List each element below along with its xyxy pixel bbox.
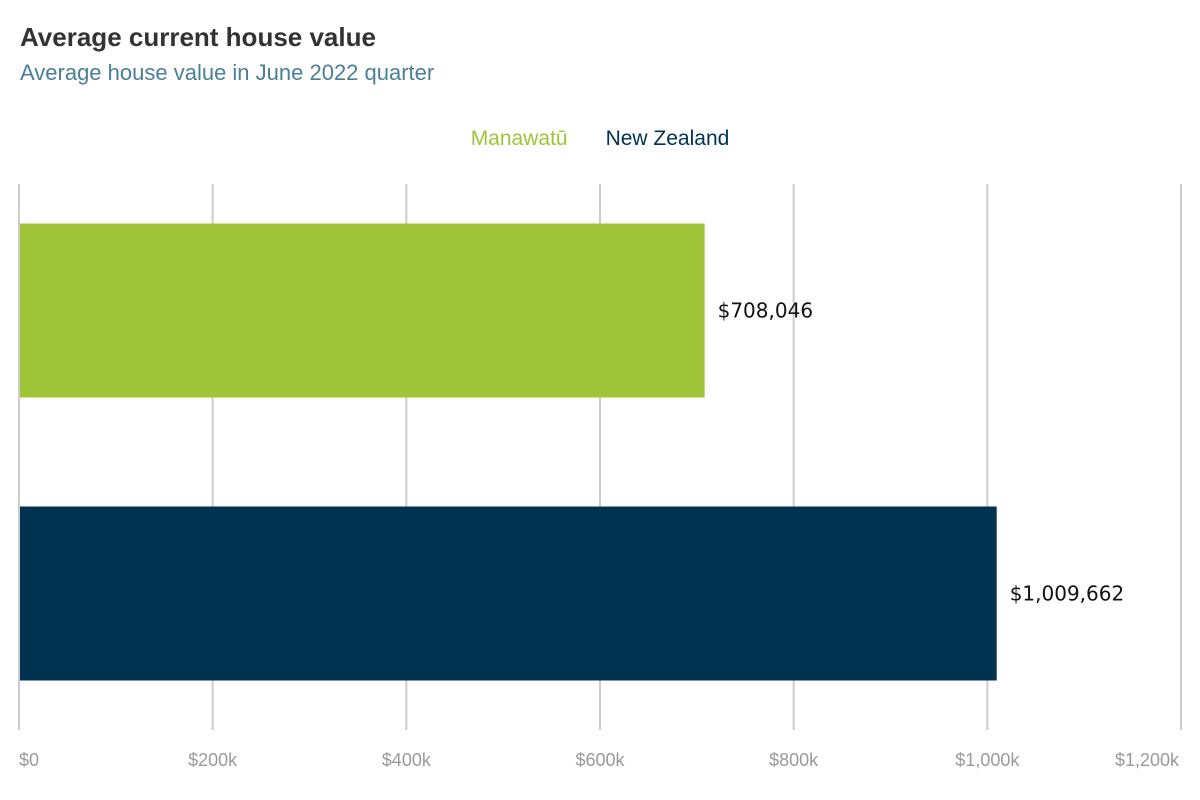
chart-legend: Manawatū New Zealand bbox=[0, 127, 1200, 151]
x-tick-label: $1,000k bbox=[955, 750, 1020, 770]
chart-subtitle: Average house value in June 2022 quarter bbox=[20, 60, 435, 85]
legend-item-manawatu[interactable]: Manawatū bbox=[470, 127, 568, 150]
x-tick-label: $200k bbox=[188, 750, 238, 770]
bars bbox=[20, 223, 997, 681]
x-tick-label: $1,200k bbox=[1115, 750, 1180, 770]
x-tick-label: $600k bbox=[575, 750, 625, 770]
x-tick-label: $800k bbox=[769, 750, 819, 770]
bar-new-zealand[interactable] bbox=[20, 506, 997, 681]
legend-item-new-zealand[interactable]: New Zealand bbox=[605, 127, 730, 150]
x-axis-tick-labels: $0 $200k $400k $600k $800k $1,000k $1,200k bbox=[19, 750, 1180, 770]
bar-value-label: $1,009,662 bbox=[1010, 582, 1125, 606]
chart-title: Average current house value bbox=[20, 22, 376, 52]
x-tick-label: $0 bbox=[19, 750, 39, 770]
data-labels: $708,046 $1,009,662 bbox=[718, 299, 1125, 606]
x-tick-label: $400k bbox=[382, 750, 432, 770]
bar-value-label: $708,046 bbox=[718, 299, 813, 323]
bar-manawat-[interactable] bbox=[20, 223, 705, 398]
